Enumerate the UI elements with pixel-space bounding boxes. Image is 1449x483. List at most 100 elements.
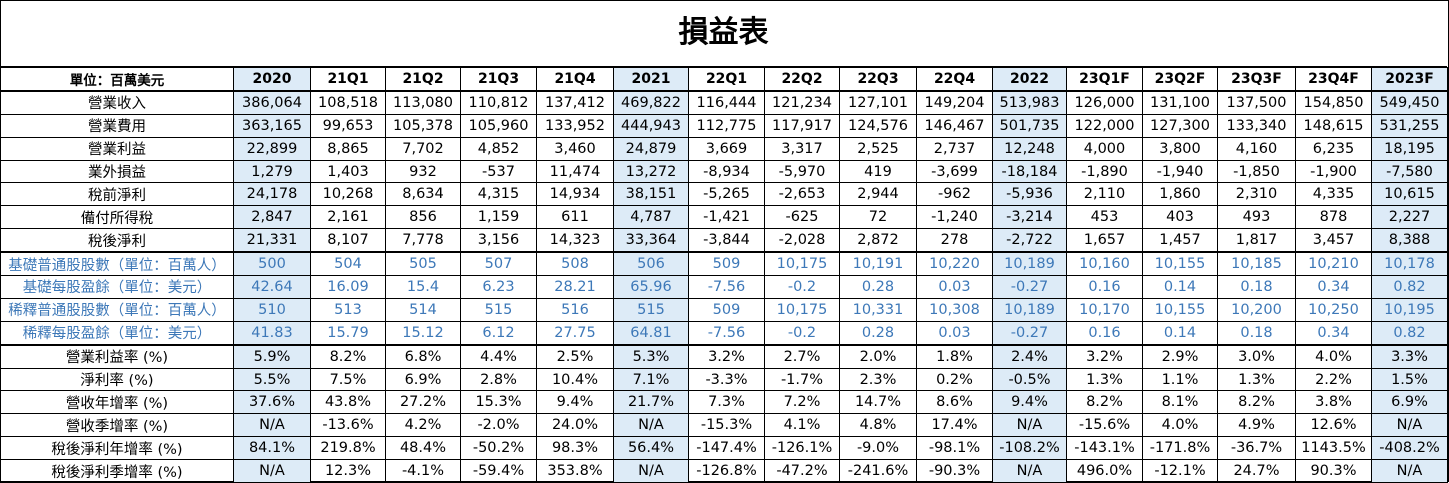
table-cell: 2.7% bbox=[764, 343, 840, 369]
table-cell: 98.3% bbox=[536, 436, 614, 461]
table-cell: 0.03 bbox=[916, 320, 993, 346]
table-cell: 514 bbox=[385, 297, 461, 322]
table-cell: -3.3% bbox=[688, 367, 765, 392]
table-cell: 1,159 bbox=[460, 205, 537, 230]
table-cell: 1,457 bbox=[1142, 228, 1218, 253]
table-cell: 3,669 bbox=[688, 136, 765, 161]
table-cell: 515 bbox=[460, 297, 537, 322]
table-cell: 4,000 bbox=[1066, 136, 1143, 161]
table-cell: 3,457 bbox=[1295, 228, 1372, 253]
table-cell: -0.2 bbox=[764, 320, 840, 346]
row-label: 營收季增率 (%) bbox=[0, 413, 234, 438]
table-cell: 14,323 bbox=[536, 228, 614, 253]
table-cell: 2.0% bbox=[839, 343, 917, 369]
table-cell: 510 bbox=[233, 297, 311, 322]
table-cell: 5.3% bbox=[613, 343, 689, 369]
table-cell: 4.0% bbox=[1295, 343, 1372, 369]
table-row: 營業利益 22,899 8,865 7,702 4,852 3,460 24,879 3,66… bbox=[0, 136, 1448, 161]
table-cell: -408.2% bbox=[1371, 436, 1448, 461]
row-label: 稅後淨利季增率 (%) bbox=[0, 459, 234, 483]
table-cell: 3.2% bbox=[688, 343, 765, 369]
table-cell: -108.2% bbox=[992, 436, 1067, 461]
table-row: 基礎每股盈餘（單位：美元） 42.64 16.09 15.4 6.23 28.21 65.9… bbox=[0, 275, 1448, 299]
table-cell: -0.2 bbox=[764, 275, 840, 299]
table-cell: -5,936 bbox=[992, 182, 1067, 207]
table-cell: 108,518 bbox=[310, 90, 386, 115]
table-cell: 21.7% bbox=[613, 390, 689, 415]
table-cell: -98.1% bbox=[916, 436, 993, 461]
table-cell: 1143.5% bbox=[1295, 436, 1372, 461]
table-cell: 0.82 bbox=[1371, 275, 1448, 299]
table-cell: 4,315 bbox=[460, 182, 537, 207]
table-cell: 4,852 bbox=[460, 136, 537, 161]
table-cell: N/A bbox=[233, 413, 311, 438]
table-cell: 64.81 bbox=[613, 320, 689, 346]
table-cell: 3,317 bbox=[764, 136, 840, 161]
table-cell: 127,101 bbox=[839, 90, 917, 115]
table-cell: 4.4% bbox=[460, 343, 537, 369]
table-cell: 8.1% bbox=[1142, 390, 1218, 415]
row-label: 淨利率 (%) bbox=[0, 367, 234, 392]
table-cell: 133,340 bbox=[1217, 113, 1296, 138]
table-cell: 27.75 bbox=[536, 320, 614, 346]
table-cell: 7.2% bbox=[764, 390, 840, 415]
table-cell: 878 bbox=[1295, 205, 1372, 230]
table-cell: 0.28 bbox=[839, 275, 917, 299]
table-cell: 469,822 bbox=[613, 90, 689, 115]
table-cell: 496.0% bbox=[1066, 459, 1143, 483]
table-cell: 24.0% bbox=[536, 413, 614, 438]
table-row: 稅後淨利 21,331 8,107 7,778 3,156 14,323 33,364 -3,… bbox=[0, 228, 1448, 253]
table-cell: -0.27 bbox=[992, 320, 1067, 346]
row-label: 稅後淨利 bbox=[0, 228, 234, 253]
table-cell: 4,335 bbox=[1295, 182, 1372, 207]
table-cell: -2,653 bbox=[764, 182, 840, 207]
table-cell: 56.4% bbox=[613, 436, 689, 461]
period-header: 2021 bbox=[613, 66, 689, 92]
table-cell: 7.5% bbox=[310, 367, 386, 392]
table-cell: -126.8% bbox=[688, 459, 765, 483]
unit-label: 單位：百萬美元 bbox=[0, 66, 234, 92]
row-label: 營業利益 bbox=[0, 136, 234, 161]
table-cell: 2,525 bbox=[839, 136, 917, 161]
table-cell: 13,272 bbox=[613, 159, 689, 184]
table-row: 備付所得稅 2,847 2,161 856 1,159 611 4,787 -1,421 -62… bbox=[0, 205, 1448, 230]
table-cell: 127,300 bbox=[1142, 113, 1218, 138]
table-cell: -5,970 bbox=[764, 159, 840, 184]
table-cell: 122,000 bbox=[1066, 113, 1143, 138]
table-cell: -2,722 bbox=[992, 228, 1067, 253]
table-cell: -1,421 bbox=[688, 205, 765, 230]
table-cell: 2,944 bbox=[839, 182, 917, 207]
table-cell: 0.14 bbox=[1142, 275, 1218, 299]
table-cell: 3.3% bbox=[1371, 343, 1448, 369]
table-cell: 133,952 bbox=[536, 113, 614, 138]
table-cell: 7.3% bbox=[688, 390, 765, 415]
table-cell: 6.9% bbox=[1371, 390, 1448, 415]
table-cell: N/A bbox=[1371, 459, 1448, 483]
table-cell: 363,165 bbox=[233, 113, 311, 138]
table-cell: 8,634 bbox=[385, 182, 461, 207]
table-cell: 8,107 bbox=[310, 228, 386, 253]
period-header: 23Q2F bbox=[1142, 66, 1218, 92]
table-row: 稅前淨利 24,178 10,268 8,634 4,315 14,934 38,151 -5… bbox=[0, 182, 1448, 207]
table-row: 營業收入 386,064 108,518 113,080 110,812 137,412 4… bbox=[0, 90, 1448, 115]
table-cell: -7,580 bbox=[1371, 159, 1448, 184]
table-cell: 9.4% bbox=[992, 390, 1067, 415]
period-header: 22Q4 bbox=[916, 66, 993, 92]
period-header: 23Q1F bbox=[1066, 66, 1143, 92]
table-cell: 1,279 bbox=[233, 159, 311, 184]
table-row: 稅後淨利年增率 (%) 84.1% 219.8% 48.4% -50.2% 98.3% 56… bbox=[0, 436, 1448, 461]
table-cell: 131,100 bbox=[1142, 90, 1218, 115]
table-cell: 10.4% bbox=[536, 367, 614, 392]
table-cell: 932 bbox=[385, 159, 461, 184]
table-cell: -625 bbox=[764, 205, 840, 230]
table-cell: 10,331 bbox=[839, 297, 917, 322]
table-cell: 21,331 bbox=[233, 228, 311, 253]
row-label: 稀釋普通股股數（單位：百萬人） bbox=[0, 297, 234, 322]
table-cell: -1,850 bbox=[1217, 159, 1296, 184]
table-cell: -8,934 bbox=[688, 159, 765, 184]
table-cell: 2,310 bbox=[1217, 182, 1296, 207]
table-cell: -3,844 bbox=[688, 228, 765, 253]
row-label: 基礎每股盈餘（單位：美元） bbox=[0, 275, 234, 299]
table-cell: 10,210 bbox=[1295, 251, 1372, 277]
table-cell: 4.9% bbox=[1217, 413, 1296, 438]
